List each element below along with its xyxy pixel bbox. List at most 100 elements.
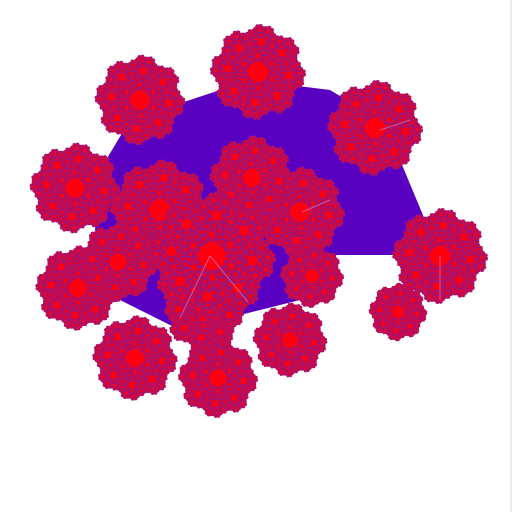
fractal-core	[152, 74, 155, 78]
fractal-blob	[53, 151, 57, 154]
fractal-core	[287, 41, 290, 45]
fractal-core	[124, 105, 130, 111]
fractal-blob	[173, 95, 177, 98]
fractal-blob	[127, 137, 130, 141]
fractal-blob	[150, 117, 156, 123]
fractal-core	[413, 136, 417, 140]
fractal-blob	[45, 211, 48, 214]
fractal-blob	[160, 122, 166, 129]
fractal-core	[344, 96, 348, 99]
fractal-core	[79, 221, 83, 225]
fractal-core	[226, 99, 229, 103]
fractal-blob	[358, 114, 363, 119]
fractal-blob	[244, 90, 247, 93]
fractal-blob	[292, 47, 295, 50]
fractal-core	[401, 118, 405, 122]
fractal-blob	[155, 125, 161, 132]
fractal-blob	[95, 320, 98, 323]
fractal-blob	[235, 33, 238, 36]
fractal-blob	[285, 66, 292, 73]
fractal-blob	[119, 130, 124, 135]
fractal-core	[154, 119, 162, 127]
fractal-blob	[285, 103, 288, 107]
fractal-blob	[42, 200, 45, 204]
fractal-blob	[149, 126, 154, 130]
fractal-blob	[130, 139, 135, 144]
fractal-blob	[120, 126, 123, 129]
fractal-blob	[372, 106, 377, 110]
fractal-blob	[102, 209, 105, 212]
fractal-blob	[343, 153, 346, 156]
fractal-blob	[292, 52, 295, 55]
fractal-blob	[409, 103, 412, 106]
fractal-core	[103, 104, 107, 108]
fractal-blob	[96, 201, 99, 204]
fractal-blob	[128, 123, 133, 128]
fractal-blob	[231, 58, 234, 62]
fractal-blob	[160, 131, 163, 134]
fractal-blob	[387, 130, 391, 134]
fractal-blob	[62, 205, 65, 208]
fractal-blob	[352, 94, 359, 101]
fractal-blob	[250, 31, 253, 34]
fractal-blob	[404, 95, 407, 99]
fractal-blob	[159, 67, 162, 71]
fractal-blob	[79, 224, 82, 227]
fractal-blob	[94, 155, 97, 159]
fractal-blob	[148, 63, 151, 66]
fractal-blob	[402, 134, 409, 141]
fractal-blob	[102, 157, 105, 160]
fractal-blob	[278, 38, 281, 41]
fractal-blob	[87, 164, 90, 168]
fractal-blob	[219, 74, 223, 77]
fractal-blob	[242, 75, 246, 79]
fractal-blob	[242, 82, 246, 86]
fractal-blob	[121, 128, 126, 132]
fractal-blob	[131, 137, 134, 140]
fractal-blob	[270, 65, 274, 69]
fractal-blob	[60, 213, 63, 216]
fractal-blob	[167, 74, 170, 77]
fractal-core	[176, 108, 180, 111]
fractal-core	[99, 97, 102, 101]
fractal-blob	[165, 120, 168, 123]
fractal-blob	[266, 33, 270, 36]
fractal-blob	[133, 131, 140, 138]
fractal-blob	[146, 132, 149, 135]
fractal-core	[408, 105, 412, 109]
fractal-blob	[132, 137, 137, 141]
fractal-core	[130, 90, 150, 110]
fractal-blob	[49, 208, 56, 215]
fractal-blob	[167, 69, 170, 72]
fractal-core	[296, 80, 300, 84]
fractal-blob	[38, 190, 42, 193]
fractal-blob	[75, 150, 82, 157]
fractal-blob	[87, 160, 90, 163]
fractal-core	[343, 155, 346, 159]
fractal-blob	[333, 119, 337, 122]
fractal-blob	[248, 44, 252, 48]
fractal-blob	[241, 58, 246, 63]
fractal-core	[367, 89, 371, 93]
fractal-core	[343, 104, 347, 108]
fractal-core	[111, 69, 115, 73]
fractal-blob	[138, 122, 145, 129]
fractal-blob	[365, 100, 369, 104]
fractal-blob	[93, 186, 96, 189]
fractal-core	[397, 139, 401, 143]
fractal-blob	[104, 308, 107, 311]
fractal-blob	[285, 78, 292, 85]
fractal-core	[298, 71, 302, 75]
fractal-core	[38, 192, 42, 196]
fractal-core	[277, 105, 281, 109]
fractal-blob	[404, 100, 407, 103]
fractal-core	[102, 313, 105, 317]
fractal-blob	[68, 219, 75, 226]
fractal-blob	[144, 126, 147, 129]
fractal-blob	[162, 132, 166, 137]
fractal-blob	[270, 74, 274, 78]
fractal-core	[347, 112, 351, 116]
fractal-core	[146, 125, 149, 129]
fractal-blob	[287, 95, 290, 98]
